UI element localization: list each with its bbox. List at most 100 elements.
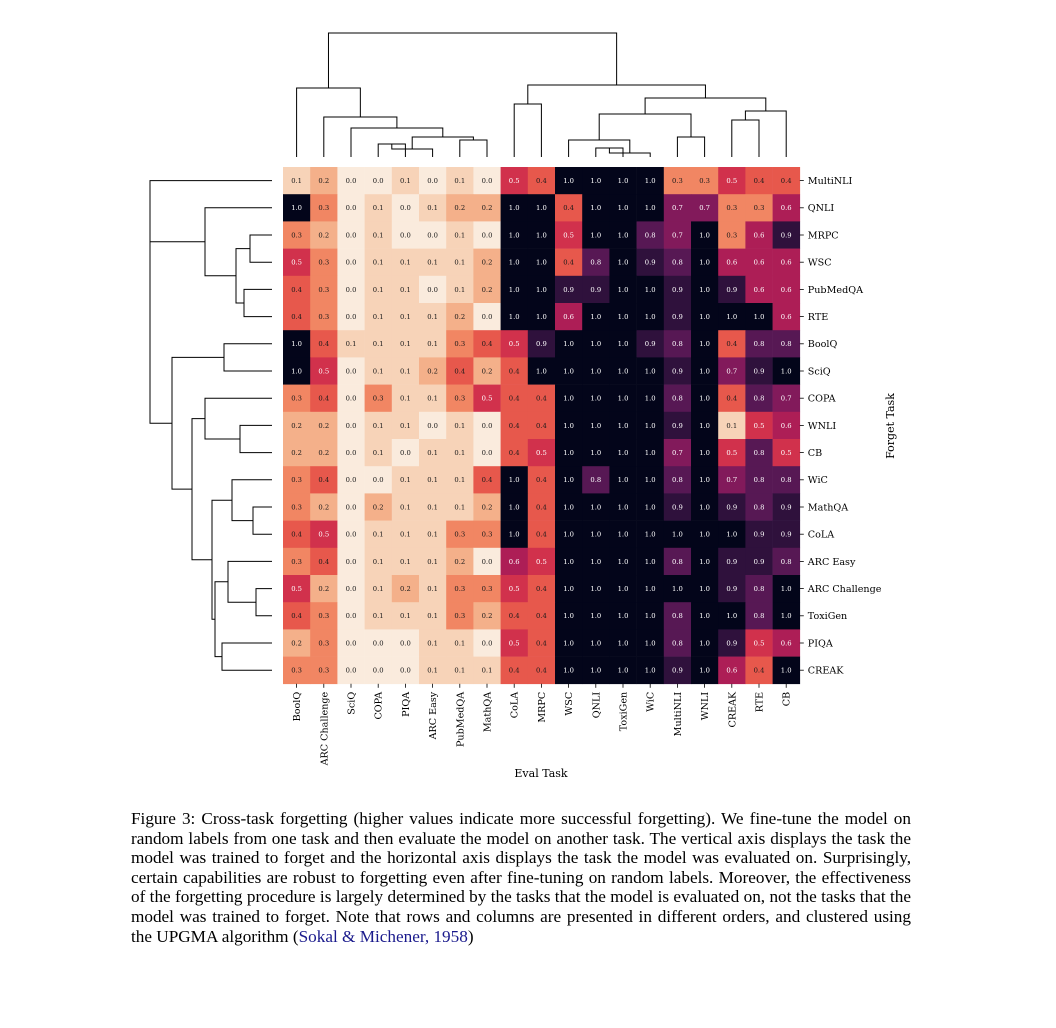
heatmap-cell bbox=[527, 493, 556, 521]
heatmap-cell bbox=[718, 167, 746, 195]
heatmap-cell bbox=[391, 493, 420, 521]
heatmap-cell bbox=[555, 629, 583, 657]
heatmap-cell bbox=[691, 221, 719, 249]
heatmap-cell bbox=[663, 575, 692, 603]
heatmap-cell bbox=[745, 466, 773, 494]
cell-value-label: 0.4 bbox=[536, 612, 547, 620]
cell-value-label: 0.0 bbox=[346, 503, 357, 511]
heatmap-cell bbox=[473, 629, 501, 657]
cell-value-label: 1.0 bbox=[645, 503, 656, 511]
heatmap-cell bbox=[391, 439, 420, 467]
column-label: CoLA bbox=[510, 691, 521, 718]
dendrogram-link bbox=[731, 119, 760, 157]
cell-value-label: 0.4 bbox=[536, 395, 547, 403]
cell-value-label: 0.1 bbox=[400, 612, 411, 620]
heatmap-cell bbox=[582, 656, 610, 685]
heatmap-cell bbox=[636, 330, 665, 358]
heatmap-cell bbox=[691, 439, 719, 467]
cell-value-label: 1.0 bbox=[563, 558, 574, 566]
heatmap-cell bbox=[772, 330, 801, 358]
heatmap-cell bbox=[337, 466, 365, 494]
heatmap-cell bbox=[419, 602, 447, 630]
heatmap-cell bbox=[772, 547, 801, 576]
heatmap-cell bbox=[283, 439, 311, 467]
cell-value-label: 1.0 bbox=[618, 503, 629, 511]
row-label: ARC Easy bbox=[807, 557, 856, 568]
cell-value-label: 0.1 bbox=[427, 449, 438, 457]
cell-value-label: 0.5 bbox=[781, 449, 792, 457]
cell-value-label: 0.3 bbox=[291, 231, 302, 239]
cell-value-label: 1.0 bbox=[645, 667, 656, 675]
cell-value-label: 0.6 bbox=[781, 422, 792, 430]
cell-value-label: 0.2 bbox=[400, 585, 411, 593]
cell-value-label: 0.0 bbox=[427, 177, 438, 185]
row-label: WiC bbox=[808, 475, 828, 486]
row-label: CoLA bbox=[808, 530, 835, 541]
heatmap-cell bbox=[663, 221, 692, 249]
cell-value-label: 1.0 bbox=[590, 612, 601, 620]
cell-value-label: 1.0 bbox=[618, 667, 629, 675]
heatmap-cell bbox=[473, 602, 501, 630]
heatmap-cell bbox=[691, 411, 719, 440]
heatmap-cell bbox=[691, 167, 719, 195]
heatmap-cell bbox=[663, 303, 692, 331]
heatmap-cell bbox=[745, 656, 773, 685]
heatmap-cell bbox=[555, 275, 583, 304]
heatmap-cell bbox=[636, 275, 665, 304]
dendrogram-link bbox=[249, 234, 272, 263]
heatmap-cell bbox=[718, 221, 746, 249]
heatmap-cell bbox=[691, 629, 719, 657]
cell-value-label: 0.3 bbox=[318, 259, 329, 267]
cell-value-label: 0.4 bbox=[536, 476, 547, 484]
cell-value-label: 0.6 bbox=[781, 313, 792, 321]
heatmap-cell bbox=[609, 493, 637, 521]
heatmap-cell bbox=[718, 411, 746, 440]
column-label: COPA bbox=[374, 691, 385, 720]
cell-value-label: 0.4 bbox=[509, 422, 520, 430]
cell-value-label: 0.9 bbox=[672, 367, 683, 375]
cell-value-label: 1.0 bbox=[699, 422, 710, 430]
cell-value-label: 0.3 bbox=[291, 667, 302, 675]
cell-value-label: 1.0 bbox=[509, 259, 520, 267]
cell-value-label: 1.0 bbox=[618, 259, 629, 267]
heatmap-cell bbox=[446, 167, 474, 195]
cell-value-label: 0.5 bbox=[754, 639, 765, 647]
heatmap-cell bbox=[364, 629, 393, 657]
heatmap-cell bbox=[500, 303, 529, 331]
heatmap-cell bbox=[364, 194, 393, 222]
cell-value-label: 0.3 bbox=[318, 667, 329, 675]
dendrogram-link bbox=[171, 356, 224, 490]
column-tick-labels: BoolQ ARC Challenge SciQ COPA PIQA ARC Easy Pu… bbox=[292, 683, 793, 766]
cell-value-label: 0.4 bbox=[754, 177, 765, 185]
heatmap-cell bbox=[555, 493, 583, 521]
cell-value-label: 0.2 bbox=[318, 585, 329, 593]
heatmap-cell bbox=[582, 275, 610, 304]
cell-value-label: 0.4 bbox=[291, 612, 302, 620]
heatmap-cell bbox=[419, 330, 447, 358]
row-label: CB bbox=[808, 448, 822, 459]
heatmap-cell bbox=[473, 303, 501, 331]
cell-value-label: 1.0 bbox=[645, 558, 656, 566]
cell-value-label: 1.0 bbox=[645, 367, 656, 375]
cell-value-label: 0.5 bbox=[509, 177, 520, 185]
heatmap-cell bbox=[337, 248, 365, 277]
cell-value-label: 0.1 bbox=[400, 286, 411, 294]
cell-value-label: 0.0 bbox=[482, 177, 493, 185]
row-label: CREAK bbox=[808, 666, 844, 677]
heatmap-cell bbox=[663, 466, 692, 494]
heatmap-cell bbox=[582, 547, 610, 576]
cell-value-label: 0.1 bbox=[427, 395, 438, 403]
cell-value-label: 0.1 bbox=[373, 558, 384, 566]
caption-citation-link[interactable]: Sokal & Michener, 1958 bbox=[298, 926, 468, 946]
heatmap-cell bbox=[527, 248, 556, 277]
cell-value-label: 0.4 bbox=[482, 340, 493, 348]
heatmap-cell bbox=[364, 439, 393, 467]
clustermap-figure: 0.1 0.2 0.0 0.0 0.1 0.0 0.1 0.0 0.5 0.4 1.0 1.0 1.0 1… bbox=[149, 32, 897, 780]
cell-value-label: 1.0 bbox=[699, 476, 710, 484]
heatmap-cell bbox=[473, 275, 501, 304]
cell-value-label: 0.0 bbox=[346, 204, 357, 212]
cell-value-label: 1.0 bbox=[672, 531, 683, 539]
cell-value-label: 0.2 bbox=[318, 449, 329, 457]
column-label: ARC Challenge bbox=[319, 691, 330, 766]
y-axis-label: Forget Task bbox=[884, 393, 897, 459]
